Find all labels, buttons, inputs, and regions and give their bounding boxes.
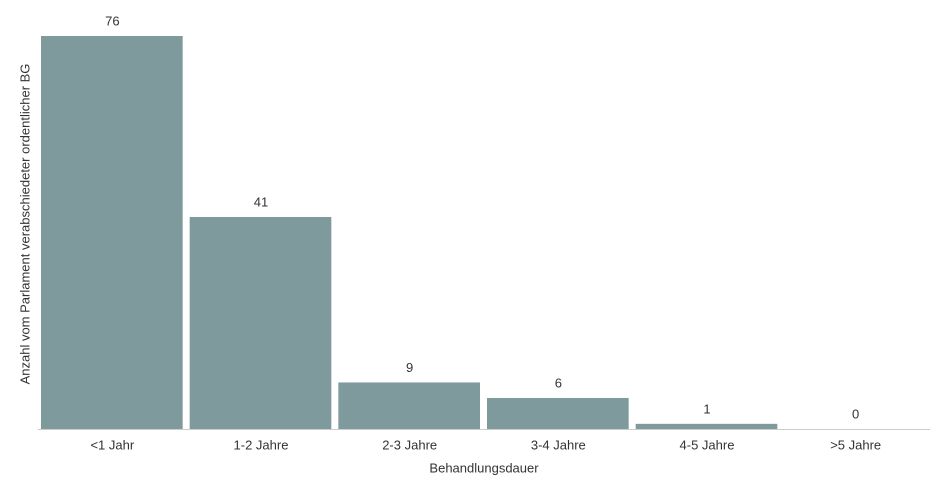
value-label: 41 — [254, 194, 268, 209]
x-tick-label: <1 Jahr — [90, 437, 134, 452]
bar — [41, 36, 183, 429]
x-tick-label: 4-5 Jahre — [680, 437, 735, 452]
value-label: 76 — [105, 13, 119, 28]
x-axis-title: Behandlungsdauer — [429, 460, 539, 475]
x-tick-label: >5 Jahre — [830, 437, 881, 452]
bar — [338, 382, 480, 429]
value-label: 0 — [852, 406, 859, 421]
x-tick-label: 1-2 Jahre — [234, 437, 289, 452]
value-label: 1 — [703, 401, 710, 416]
bar — [635, 423, 778, 429]
bar — [487, 397, 629, 429]
bar — [189, 216, 332, 429]
value-label: 9 — [406, 360, 413, 375]
x-tick-label: 2-3 Jahre — [382, 437, 437, 452]
value-label: 6 — [555, 375, 562, 390]
y-axis-title: Anzahl vom Parlament verabschiedeter ord… — [17, 64, 32, 385]
x-tick-label: 3-4 Jahre — [531, 437, 586, 452]
